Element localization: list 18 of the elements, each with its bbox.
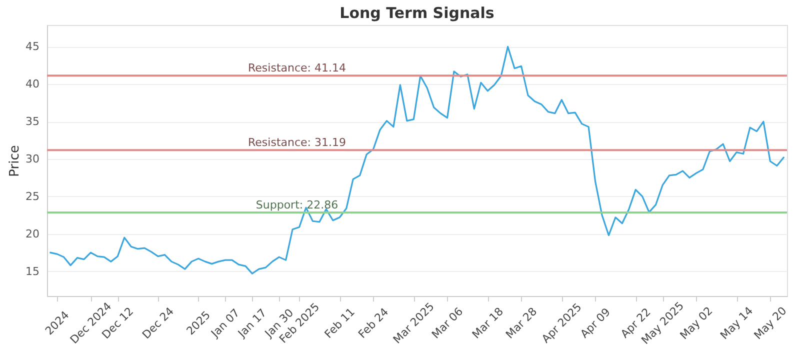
y-tick-label: 15: [26, 264, 40, 278]
y-tick-label: 35: [26, 115, 40, 128]
ref-line-label: Resistance: 41.14: [248, 62, 346, 75]
x-tick-label: Dec 24: [140, 304, 176, 342]
y-tick-label: 45: [26, 40, 40, 54]
ref-line-label: Support: 22.86: [256, 198, 338, 212]
chart-title: Long Term Signals: [340, 4, 494, 22]
y-tick-label: 20: [26, 227, 40, 240]
x-tick-label: Mar 18: [470, 305, 506, 342]
ref-line-label: Resistance: 31.19: [248, 136, 346, 150]
y-tick-label: 25: [26, 190, 40, 203]
x-tick-label: Feb 24: [356, 305, 392, 341]
x-tick-label: Feb 11: [322, 305, 358, 341]
y-tick-label: 30: [26, 152, 40, 166]
x-tick-label: Mar 28: [503, 305, 540, 342]
y-tick-label: 40: [26, 78, 40, 91]
y-axis-title: Price: [8, 145, 23, 177]
line-series: [50, 46, 784, 274]
